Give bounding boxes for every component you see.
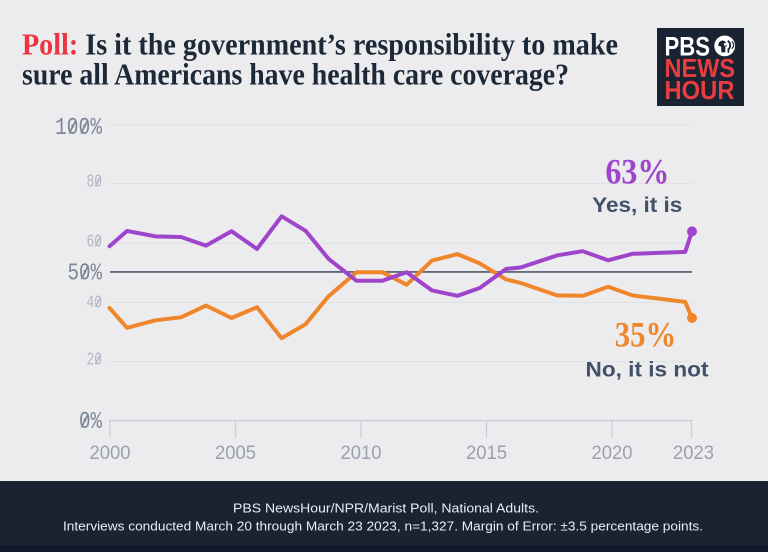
svg-text:60: 60 [87,231,103,252]
svg-text:80: 80 [87,171,103,192]
svg-text:Interviews conducted March 20: Interviews conducted March 20 through Ma… [63,519,703,534]
svg-text:NEWS: NEWS [665,53,736,83]
svg-text:sure all Americans have health: sure all Americans have health care cove… [22,56,569,91]
svg-text:No, it is not: No, it is not [586,358,709,382]
svg-text:PBS NewsHour/NPR/Marist Poll,: PBS NewsHour/NPR/Marist Poll, National A… [233,501,539,516]
svg-text:2023: 2023 [673,442,714,464]
svg-text:0%: 0% [79,409,102,436]
svg-text:2010: 2010 [341,442,382,464]
svg-text:2020: 2020 [592,442,633,464]
svg-text:PBS: PBS [665,31,711,61]
svg-text:2015: 2015 [466,442,507,464]
svg-text:HOUR: HOUR [665,75,735,105]
svg-text:35%: 35% [615,315,677,355]
svg-text:100%: 100% [55,115,102,142]
svg-text:63%: 63% [605,152,669,192]
svg-text:2005: 2005 [215,442,256,464]
svg-text:2000: 2000 [90,442,131,464]
svg-text:40: 40 [87,292,103,313]
svg-text:Poll: Is it the government’s r: Poll: Is it the government’s responsibil… [22,26,618,61]
svg-text:Yes, it is: Yes, it is [592,193,682,217]
svg-text:20: 20 [87,350,103,371]
